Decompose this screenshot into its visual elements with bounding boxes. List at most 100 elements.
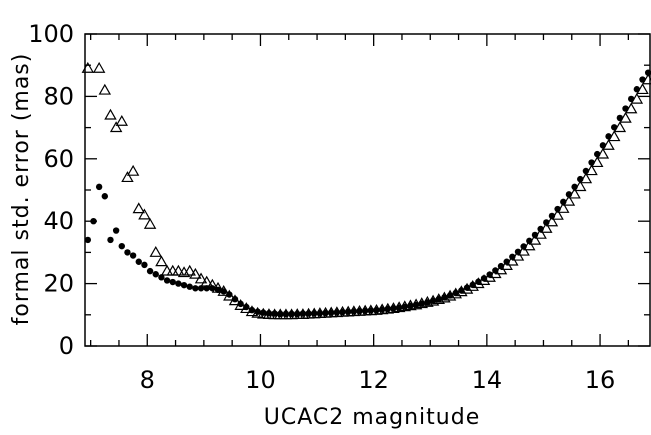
data-point-triangle xyxy=(545,215,559,227)
data-point-triangle xyxy=(251,306,264,318)
y-tick-label: 40 xyxy=(43,207,74,235)
data-point-triangle xyxy=(200,275,213,287)
data-point-triangle xyxy=(466,279,479,291)
x-tick-label: 12 xyxy=(358,366,389,394)
data-point-triangle xyxy=(206,278,219,290)
data-point-circle xyxy=(107,236,114,244)
data-point-triangle xyxy=(115,114,129,126)
data-series xyxy=(81,61,651,320)
data-point-circle xyxy=(644,69,651,76)
data-point-triangle xyxy=(636,83,649,95)
y-axis-label: formal std. error (mas) xyxy=(9,53,34,326)
data-point-circle xyxy=(112,227,120,234)
data-point-circle xyxy=(186,283,193,290)
data-point-triangle xyxy=(194,272,208,284)
x-tick-label: 14 xyxy=(472,366,503,394)
data-point-triangle xyxy=(121,171,134,183)
data-point-triangle xyxy=(540,221,553,233)
data-point-triangle xyxy=(189,267,202,279)
data-point-triangle xyxy=(613,121,627,133)
data-point-triangle xyxy=(523,239,536,251)
data-point-triangle xyxy=(104,108,117,120)
data-point-triangle xyxy=(92,61,106,73)
data-point-circle xyxy=(84,236,92,244)
data-point-circle xyxy=(146,267,154,275)
data-point-circle xyxy=(90,218,97,225)
data-point-triangle xyxy=(449,287,462,299)
data-point-triangle xyxy=(223,289,236,301)
data-point-triangle xyxy=(472,277,485,289)
data-point-triangle xyxy=(143,217,157,229)
x-tick-label: 8 xyxy=(140,366,155,394)
data-point-circle xyxy=(129,252,137,259)
data-point-triangle xyxy=(132,202,146,214)
data-point-triangle xyxy=(624,102,638,114)
series-open-triangles xyxy=(81,61,651,320)
data-point-triangle xyxy=(574,180,587,192)
data-point-triangle xyxy=(228,294,242,306)
data-point-circle xyxy=(152,271,159,278)
data-point-circle xyxy=(141,261,148,269)
data-point-triangle xyxy=(172,264,185,276)
data-point-triangle xyxy=(81,61,95,73)
data-point-triangle xyxy=(138,208,151,220)
data-point-triangle xyxy=(590,156,604,168)
data-point-triangle xyxy=(234,299,247,310)
data-point-triangle xyxy=(460,282,474,294)
data-point-triangle xyxy=(568,187,581,199)
data-point-triangle xyxy=(477,274,491,285)
data-point-triangle xyxy=(596,147,610,159)
data-point-triangle xyxy=(483,270,496,282)
data-point-circle xyxy=(95,183,103,191)
data-point-triangle xyxy=(528,233,542,245)
data-point-triangle xyxy=(551,208,564,220)
data-point-triangle xyxy=(562,194,576,206)
data-point-triangle xyxy=(98,83,112,95)
data-point-circle xyxy=(197,285,205,292)
plot-frame xyxy=(84,33,651,347)
data-point-circle xyxy=(175,280,182,287)
data-point-triangle xyxy=(607,130,621,142)
data-point-triangle xyxy=(579,172,593,184)
x-tick-label: 10 xyxy=(245,366,276,394)
axes: 8 10 12 14 16 0 20 40 60 80 100 xyxy=(28,20,651,394)
data-point-triangle xyxy=(245,305,259,317)
x-axis-label: UCAC2 magnitude xyxy=(264,405,480,430)
data-point-circle xyxy=(101,193,109,200)
data-point-triangle xyxy=(240,302,253,314)
series-filled-circles xyxy=(84,69,651,318)
data-point-circle xyxy=(169,278,176,286)
data-point-triangle xyxy=(489,267,502,279)
data-point-triangle xyxy=(126,164,140,176)
y-tick-label: 20 xyxy=(43,270,74,298)
y-tick-label: 100 xyxy=(28,20,74,48)
data-point-circle xyxy=(192,285,199,292)
data-point-triangle xyxy=(149,245,162,257)
data-point-triangle xyxy=(155,255,168,267)
axis-labels: UCAC2 magnitude formal std. error (mas) xyxy=(9,53,480,430)
data-point-circle xyxy=(135,258,142,265)
x-tick-label: 16 xyxy=(585,366,616,394)
data-point-circle xyxy=(180,281,188,289)
y-tick-label: 80 xyxy=(43,82,74,110)
data-point-triangle xyxy=(443,289,457,301)
data-point-circle xyxy=(158,274,165,281)
data-point-triangle xyxy=(455,285,468,297)
data-point-triangle xyxy=(211,281,225,293)
data-point-triangle xyxy=(517,244,530,256)
data-point-triangle xyxy=(619,111,632,123)
data-point-triangle xyxy=(630,92,644,104)
y-tick-label: 0 xyxy=(59,332,74,360)
data-point-triangle xyxy=(534,227,547,239)
data-point-circle xyxy=(163,277,171,284)
data-point-triangle xyxy=(602,138,615,150)
data-point-triangle xyxy=(183,264,196,276)
data-point-triangle xyxy=(557,201,570,213)
data-point-triangle xyxy=(217,284,230,296)
data-point-triangle xyxy=(585,164,598,176)
y-tick-label: 60 xyxy=(43,145,74,173)
data-point-triangle xyxy=(109,121,123,133)
data-point-circle xyxy=(118,242,125,250)
data-point-circle xyxy=(124,249,131,256)
